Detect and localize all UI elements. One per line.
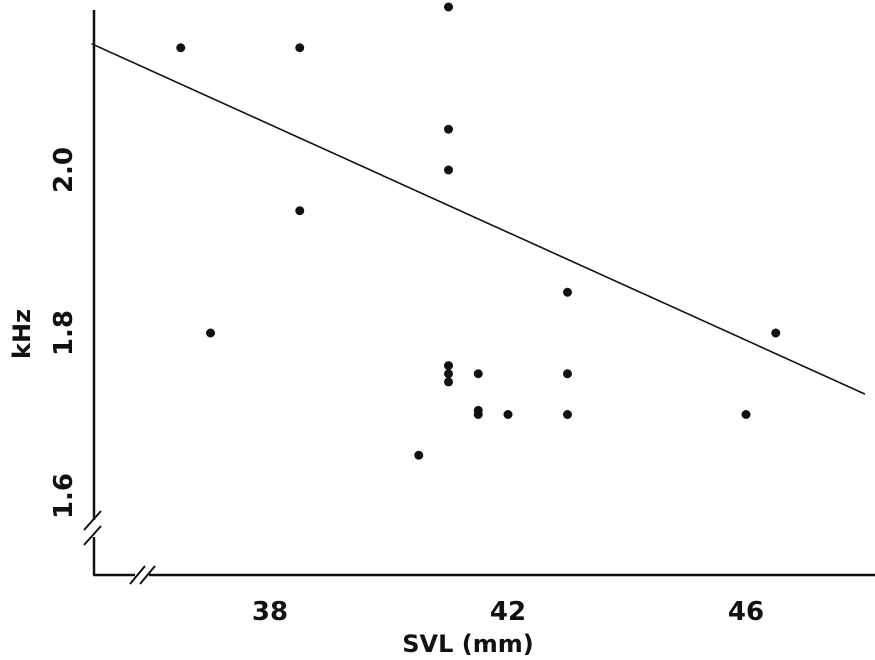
data-point: [503, 410, 513, 419]
data-point: [771, 328, 781, 338]
x-axis-label: SVL (mm): [402, 630, 533, 658]
x-axis-break-mark-1: [129, 565, 146, 585]
y-tick-label: 2.0: [49, 147, 79, 193]
data-point: [295, 43, 305, 53]
y-tick-labels: 1.6 1.8 2.0: [49, 147, 79, 519]
data-point: [176, 43, 186, 53]
data-point: [563, 369, 572, 379]
x-tick-label: 42: [490, 597, 526, 627]
data-point: [444, 165, 453, 175]
data-point: [414, 450, 424, 460]
data-point: [473, 369, 483, 379]
data-point: [444, 2, 453, 12]
x-axis-break-mark-2: [139, 565, 156, 585]
data-point: [473, 410, 483, 419]
y-axis-label: kHz: [8, 309, 36, 359]
data-point: [563, 410, 572, 419]
data-point: [741, 410, 751, 419]
data-point: [295, 206, 305, 216]
data-points: [176, 2, 781, 460]
y-axis-break-mark-2: [83, 525, 102, 546]
data-point: [444, 361, 453, 371]
y-tick-label: 1.6: [49, 473, 79, 519]
data-point: [444, 369, 453, 379]
regression-line: [91, 42, 866, 395]
data-point: [444, 124, 453, 134]
y-tick-label: 1.8: [49, 310, 79, 356]
data-point: [444, 377, 453, 387]
data-point: [206, 328, 215, 338]
x-tick-label: 46: [728, 597, 764, 627]
x-tick-labels: 38 42 46: [252, 597, 764, 627]
x-tick-label: 38: [252, 597, 288, 627]
axes: [83, 10, 875, 585]
data-point: [563, 287, 572, 297]
y-axis-break-mark-1: [83, 510, 102, 531]
